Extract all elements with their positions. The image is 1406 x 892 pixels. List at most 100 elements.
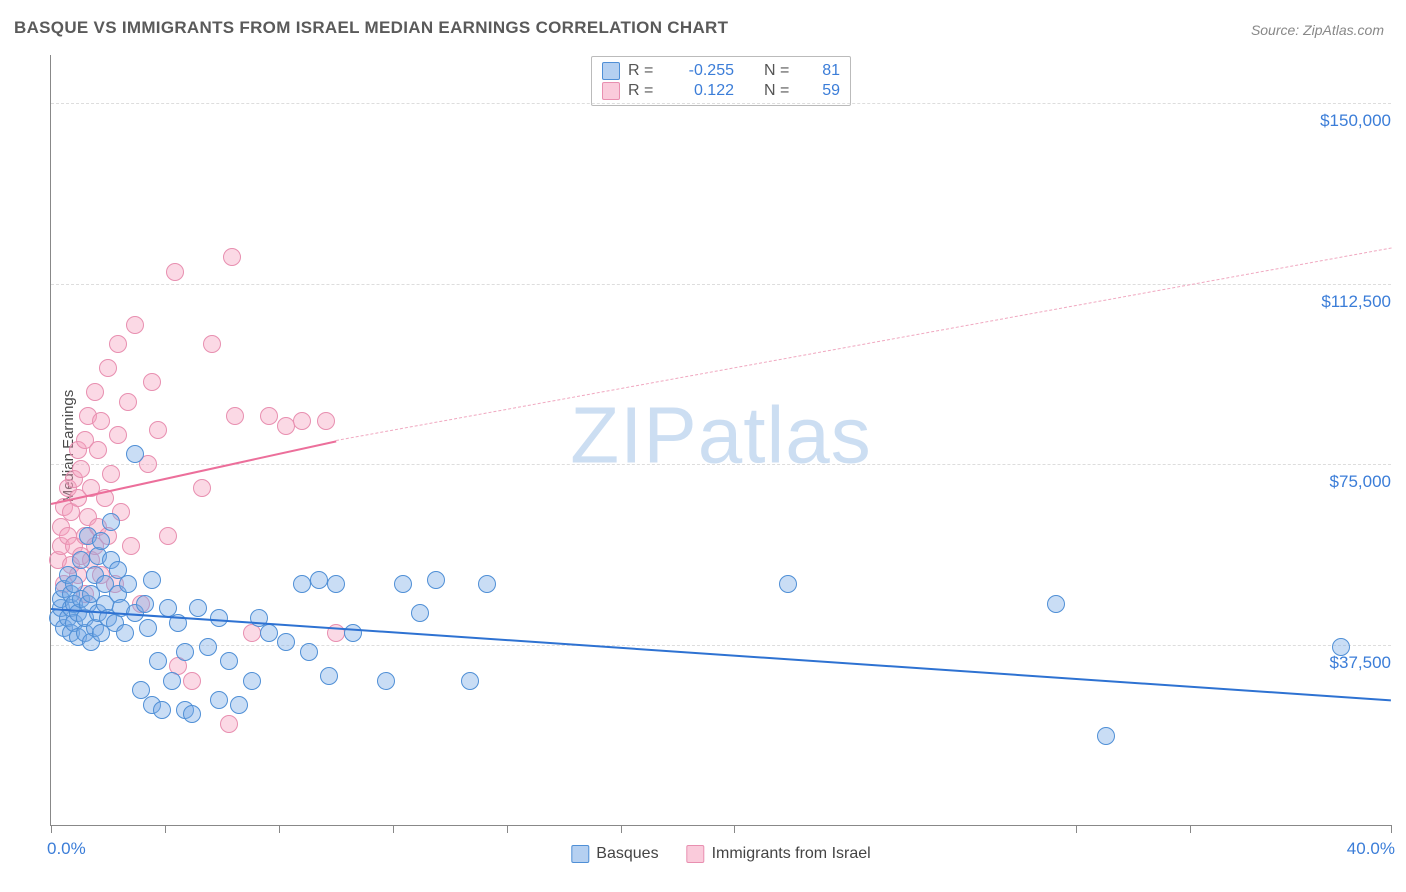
legend-swatch	[571, 845, 589, 863]
scatter-point-basques	[461, 672, 479, 690]
x-axis-min-label: 0.0%	[47, 839, 86, 859]
x-tick	[1190, 825, 1191, 833]
x-tick	[165, 825, 166, 833]
x-tick	[51, 825, 52, 833]
scatter-point-basques	[199, 638, 217, 656]
scatter-point-immigrants	[149, 421, 167, 439]
watermark: ZIPatlas	[570, 389, 871, 481]
scatter-point-basques	[310, 571, 328, 589]
scatter-point-basques	[411, 604, 429, 622]
y-tick-label: $112,500	[1317, 292, 1395, 312]
r-label: R =	[628, 82, 662, 100]
scatter-point-immigrants	[317, 412, 335, 430]
scatter-point-basques	[183, 705, 201, 723]
scatter-point-immigrants	[203, 335, 221, 353]
scatter-point-basques	[377, 672, 395, 690]
scatter-point-basques	[136, 595, 154, 613]
stats-row: R = -0.255 N = 81	[602, 61, 840, 81]
scatter-point-basques	[344, 624, 362, 642]
scatter-point-basques	[143, 571, 161, 589]
r-value: 0.122	[670, 82, 734, 100]
legend-label: Immigrants from Israel	[712, 845, 871, 863]
trend-line	[336, 248, 1391, 441]
scatter-point-basques	[293, 575, 311, 593]
scatter-point-basques	[176, 643, 194, 661]
scatter-point-immigrants	[260, 407, 278, 425]
scatter-point-basques	[1332, 638, 1350, 656]
scatter-point-immigrants	[226, 407, 244, 425]
chart-title: BASQUE VS IMMIGRANTS FROM ISRAEL MEDIAN …	[14, 18, 728, 38]
scatter-point-immigrants	[277, 417, 295, 435]
scatter-point-basques	[230, 696, 248, 714]
correlation-stats-box: R = -0.255 N = 81 R = 0.122 N = 59	[591, 56, 851, 106]
scatter-plot: ZIPatlas R =-0.255N =81R =0.122N =59 Bas…	[50, 55, 1391, 826]
scatter-point-basques	[92, 532, 110, 550]
x-tick	[1076, 825, 1077, 833]
scatter-point-basques	[163, 672, 181, 690]
y-tick-label: $150,000	[1316, 111, 1395, 131]
r-value: -0.255	[670, 62, 734, 80]
legend-item: Basques	[571, 845, 658, 863]
scatter-point-immigrants	[126, 316, 144, 334]
gridline	[51, 464, 1391, 465]
gridline	[51, 103, 1391, 104]
legend-label: Basques	[596, 845, 658, 863]
series-swatch	[602, 82, 620, 100]
scatter-point-immigrants	[122, 537, 140, 555]
scatter-point-basques	[327, 575, 345, 593]
stats-row: R = 0.122 N = 59	[602, 81, 840, 101]
scatter-point-basques	[126, 445, 144, 463]
legend-item: Immigrants from Israel	[687, 845, 871, 863]
scatter-point-basques	[72, 551, 90, 569]
scatter-point-immigrants	[159, 527, 177, 545]
scatter-point-immigrants	[223, 248, 241, 266]
scatter-point-immigrants	[220, 715, 238, 733]
y-tick-label: $37,500	[1326, 653, 1395, 673]
scatter-point-basques	[220, 652, 238, 670]
scatter-point-basques	[243, 672, 261, 690]
scatter-point-basques	[119, 575, 137, 593]
n-label: N =	[764, 82, 798, 100]
x-tick	[393, 825, 394, 833]
scatter-point-immigrants	[102, 465, 120, 483]
scatter-point-basques	[1047, 595, 1065, 613]
x-tick	[734, 825, 735, 833]
scatter-point-basques	[260, 624, 278, 642]
scatter-point-basques	[320, 667, 338, 685]
scatter-point-immigrants	[166, 263, 184, 281]
scatter-point-basques	[1097, 727, 1115, 745]
n-label: N =	[764, 62, 798, 80]
scatter-point-basques	[210, 691, 228, 709]
x-axis-max-label: 40.0%	[1347, 839, 1395, 859]
source-attribution: Source: ZipAtlas.com	[1251, 22, 1384, 38]
scatter-point-basques	[149, 652, 167, 670]
r-label: R =	[628, 62, 662, 80]
x-tick	[279, 825, 280, 833]
scatter-point-basques	[116, 624, 134, 642]
scatter-point-immigrants	[293, 412, 311, 430]
scatter-point-immigrants	[183, 672, 201, 690]
scatter-point-basques	[153, 701, 171, 719]
scatter-point-basques	[277, 633, 295, 651]
scatter-point-basques	[189, 599, 207, 617]
x-tick	[507, 825, 508, 833]
scatter-point-immigrants	[89, 441, 107, 459]
scatter-point-immigrants	[86, 383, 104, 401]
chart-legend: Basques Immigrants from Israel	[571, 845, 870, 863]
scatter-point-basques	[779, 575, 797, 593]
y-tick-label: $75,000	[1326, 472, 1395, 492]
scatter-point-immigrants	[119, 393, 137, 411]
scatter-point-immigrants	[99, 359, 117, 377]
scatter-point-basques	[300, 643, 318, 661]
scatter-point-immigrants	[72, 460, 90, 478]
scatter-point-basques	[102, 513, 120, 531]
legend-swatch	[687, 845, 705, 863]
n-value: 81	[806, 62, 840, 80]
x-tick	[621, 825, 622, 833]
n-value: 59	[806, 82, 840, 100]
scatter-point-immigrants	[109, 335, 127, 353]
scatter-point-basques	[427, 571, 445, 589]
scatter-point-basques	[394, 575, 412, 593]
scatter-point-immigrants	[109, 426, 127, 444]
series-swatch	[602, 62, 620, 80]
